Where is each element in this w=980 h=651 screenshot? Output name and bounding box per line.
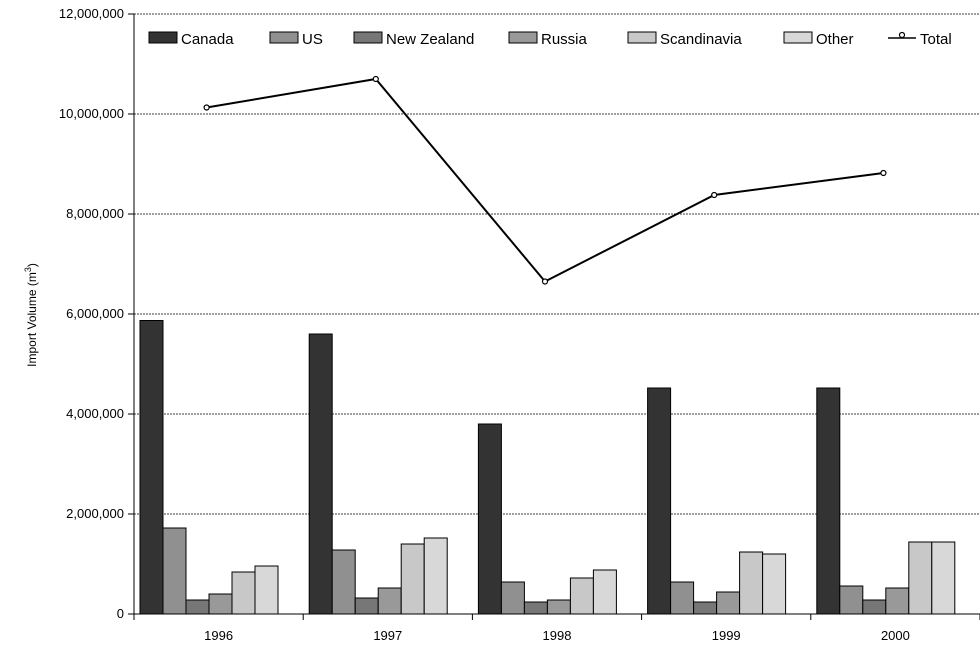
y-tick-label-0: 0 [117,606,124,621]
bar-us-2000 [839,585,864,615]
bar-other-1996 [254,565,279,615]
x-tick-label-1999: 1999 [712,628,741,643]
y-tick-label-4: 8,000,000 [66,206,124,221]
legend-label-russia: Russia [541,31,588,48]
x-tick-label-1998: 1998 [543,628,572,643]
legend-label-canada: Canada [181,31,234,48]
point-total-1998 [541,278,549,285]
bar-scandinavia-1997 [400,543,425,615]
y-tick-label-2: 4,000,000 [66,406,124,421]
bar-other-2000 [931,541,956,615]
bar-other-1999 [762,553,787,615]
legend-swatch-other [783,31,813,44]
x-tick-labels: 1996 1997 1998 1999 2000 [204,628,910,643]
y-tick-label-1: 2,000,000 [66,506,124,521]
y-axis-title-close: ) [25,263,39,267]
bar-new-zealand-2000 [862,599,887,615]
bar-us-1999 [670,581,695,615]
y-axis-title-text: Import Volume (m [25,272,39,367]
legend-marker-total [898,31,906,39]
legend: Canada US New Zealand Russia Scandinavia Othe… [138,22,974,52]
point-total-1997 [372,75,379,83]
y-tick-labels: 0 2,000,000 4,000,000 6,000,000 8,000,000 10,… [59,6,124,621]
y-axis-title: Import Volume (m3) [23,263,39,367]
bar-scandinavia-1998 [569,577,594,615]
bar-new-zealand-1997 [354,597,379,615]
x-tick-label-1997: 1997 [373,628,402,643]
y-tick-label-5: 10,000,000 [59,106,124,121]
bar-russia-1998 [546,599,571,615]
bar-new-zealand-1999 [693,601,718,615]
legend-label-total: Total [920,31,952,48]
bar-us-1997 [331,549,356,615]
bar-canada-1999 [647,387,672,615]
gridlines [134,13,980,515]
legend-label-new-zealand: New Zealand [386,31,474,48]
x-tick-label-1996: 1996 [204,628,233,643]
y-tick-label-3: 6,000,000 [66,306,124,321]
bar-russia-2000 [885,587,910,615]
bar-russia-1996 [208,593,233,615]
x-tick-label-2000: 2000 [881,628,910,643]
legend-swatch-new-zealand [353,31,383,44]
point-total-1996 [203,104,210,111]
legend-label-scandinavia: Scandinavia [660,31,742,48]
bar-other-1997 [423,537,448,615]
bar-canada-1997 [308,333,333,615]
point-total-1999 [711,191,718,199]
y-tick-label-6: 12,000,000 [59,6,124,21]
point-total-2000 [880,169,887,177]
bar-canada-2000 [816,387,841,615]
bar-new-zealand-1998 [523,601,548,615]
bar-russia-1997 [377,587,402,615]
line-total [206,77,884,283]
legend-label-us: US [302,31,323,48]
bar-scandinavia-1999 [739,551,764,615]
bars [139,320,956,615]
bar-scandinavia-1996 [231,571,256,615]
bar-russia-1999 [716,591,741,615]
legend-label-other: Other [816,31,854,48]
legend-swatch-russia [508,31,538,44]
bar-canada-1998 [477,423,502,615]
y-axis-title-superscript: 3 [23,267,33,272]
bar-new-zealand-1996 [185,599,210,615]
total-line [203,75,887,285]
legend-swatch-us [269,31,299,44]
bar-canada-1996 [139,320,164,615]
bar-other-1998 [592,569,617,615]
legend-swatch-canada [148,31,178,44]
bar-us-1996 [162,527,187,615]
axes [128,13,980,620]
legend-swatch-scandinavia [627,31,657,44]
bar-scandinavia-2000 [908,541,933,615]
bar-us-1998 [500,581,525,615]
